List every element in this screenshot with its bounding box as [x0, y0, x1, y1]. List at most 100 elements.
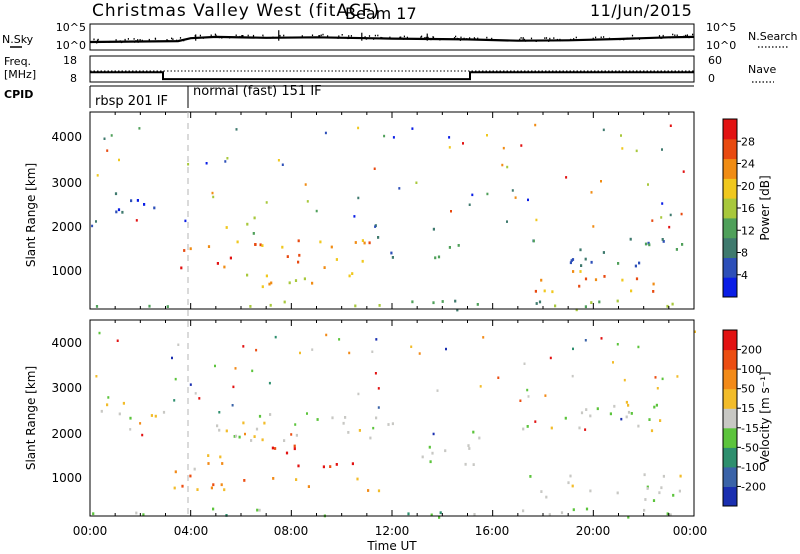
power-cell [600, 180, 602, 183]
power-cell [288, 281, 291, 285]
velocity-cell [173, 486, 176, 490]
velocity-cell [234, 434, 238, 438]
power-cell [136, 199, 139, 202]
power-cell [571, 258, 575, 261]
power-cell [540, 278, 543, 282]
power-cell [259, 243, 262, 247]
nsky-point [178, 39, 180, 42]
velocity-cell [233, 435, 236, 438]
power-cell [668, 225, 671, 229]
power-colorbar-tick-label: 4 [741, 269, 748, 282]
velocity-colorbar-swatch [723, 369, 737, 390]
nsky-point [347, 37, 349, 40]
power-cell [456, 308, 459, 312]
velocity-cell [600, 337, 603, 340]
power-cell [669, 124, 672, 127]
power-cell [269, 303, 272, 307]
power-cell [594, 278, 598, 282]
nsky-point [171, 37, 173, 40]
power-cell [95, 220, 97, 223]
power-cell [635, 277, 639, 281]
nsky-point [473, 37, 475, 39]
power-cell [448, 136, 451, 139]
nsky-point [262, 34, 264, 37]
power-cell [666, 304, 669, 308]
nsky-point [400, 36, 402, 39]
nsky-point [127, 38, 129, 40]
velocity-cell [630, 412, 633, 415]
power-cell [115, 210, 118, 214]
velocity-colorbar-frame [722, 329, 738, 507]
freq-trace [90, 71, 694, 81]
nsky-point [148, 38, 150, 41]
velocity-cell [154, 414, 157, 418]
velocity-cell [431, 451, 434, 455]
velocity-cell [107, 396, 110, 399]
velocity-colorbar-swatch [723, 486, 737, 507]
power-colorbar-tick-label: 28 [741, 135, 755, 148]
nsky-point [608, 37, 611, 40]
power-cell [378, 304, 381, 307]
power-cell [324, 131, 327, 135]
velocity-colorbar-label: Velocity [m s⁻¹] [758, 371, 772, 464]
velocity-cell [468, 447, 471, 450]
velocity-cell [580, 411, 584, 415]
power-colorbar-swatch [723, 178, 737, 199]
nsky-point [108, 41, 110, 43]
power-cell [432, 301, 435, 305]
nsky-point [373, 38, 375, 40]
power-colorbar-swatch [723, 237, 737, 258]
power-cell [669, 213, 672, 217]
velocity-cell [523, 362, 526, 365]
velocity-cell [358, 429, 361, 432]
power-cell [621, 278, 624, 282]
velocity-cell [177, 343, 180, 346]
power-cell [534, 289, 537, 293]
power-cell [634, 264, 637, 268]
nsky-point [121, 41, 123, 43]
velocity-cell [181, 484, 184, 488]
power-cell [579, 270, 582, 273]
velocity-cell [216, 424, 219, 428]
power-cell [235, 128, 238, 131]
power-cell [647, 241, 650, 245]
power-cell [303, 277, 306, 281]
power-cell [118, 158, 120, 162]
nsky-point [425, 36, 427, 39]
velocity-cell [548, 513, 551, 516]
power-cell [211, 191, 214, 195]
velocity-cell [527, 395, 530, 398]
velocity-cell [391, 422, 394, 426]
power-cell [682, 170, 685, 173]
nsky-point [214, 33, 216, 36]
velocity-cell [472, 430, 475, 434]
velocity-colorbar-tick-label: -100 [741, 461, 766, 474]
power-cell [315, 209, 318, 213]
velocity-colorbar-swatch [723, 330, 737, 351]
power-ytick-3000: 3000 [51, 176, 82, 190]
velocity-cell [258, 414, 262, 418]
power-cell [246, 222, 249, 226]
power-cell [148, 304, 151, 308]
nsky-point [320, 34, 322, 37]
power-cell [216, 262, 219, 265]
power-cell [348, 274, 351, 278]
velocity-cell [299, 351, 301, 355]
power-cell [527, 198, 529, 202]
velocity-cell [646, 485, 649, 489]
velocity-cell [571, 484, 574, 488]
station-title: Christmas Valley West (fitACF) [92, 1, 380, 21]
velocity-cell [572, 347, 574, 351]
velocity-cell [253, 435, 256, 438]
power-cell [207, 245, 211, 248]
velocity-cell [637, 424, 640, 428]
power-cell [532, 239, 535, 243]
nsky-point [626, 37, 628, 40]
velocity-cell [139, 422, 142, 425]
velocity-cell [207, 454, 210, 457]
nsky-point [283, 34, 285, 37]
power-cell [551, 290, 554, 294]
velocity-cell [472, 463, 475, 466]
velocity-cell [375, 338, 378, 341]
velocity-cell [174, 377, 177, 381]
